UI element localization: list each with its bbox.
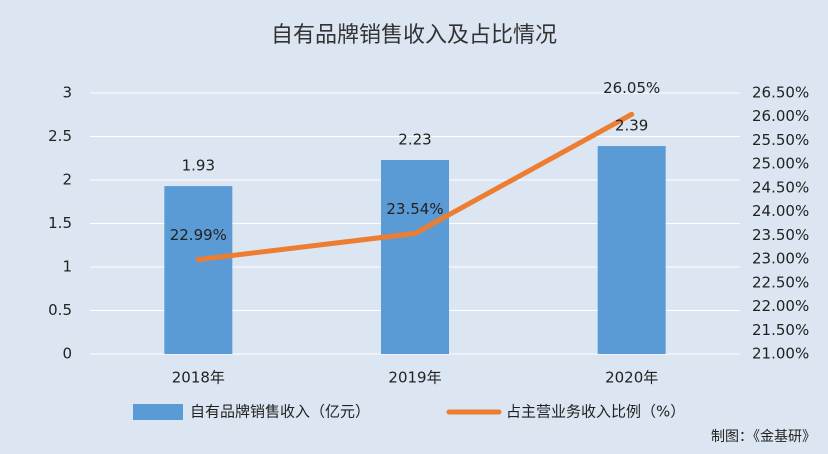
- line-data-label: 23.54%: [386, 200, 443, 218]
- bar-data-label: 1.93: [182, 157, 215, 175]
- line-data-label: 22.99%: [170, 226, 227, 244]
- bar-data-label: 2.39: [615, 117, 648, 135]
- bar: [164, 186, 233, 354]
- y-right-tick-label: 23.00%: [752, 250, 809, 268]
- x-tick-label: 2020年: [605, 369, 658, 387]
- line-point: [412, 230, 418, 236]
- y-right-tick-label: 23.50%: [752, 226, 809, 244]
- y-left-tick-label: 3: [62, 84, 72, 102]
- y-right-tick-label: 21.00%: [752, 345, 809, 363]
- y-left-tick-label: 1.5: [48, 214, 72, 232]
- y-right-tick-label: 21.50%: [752, 321, 809, 339]
- y-left-tick-label: 0.5: [48, 301, 72, 319]
- y-right-tick-label: 26.50%: [752, 84, 809, 102]
- bar: [381, 159, 449, 354]
- bar: [597, 146, 666, 354]
- legend-label-line: 占主营业务收入比例（%）: [506, 403, 685, 421]
- y-right-tick-label: 24.50%: [752, 178, 809, 196]
- y-left-tick-label: 2: [62, 171, 72, 189]
- line-point: [629, 111, 635, 117]
- y-left-tick-label: 0: [62, 345, 72, 363]
- bar-data-label: 2.23: [398, 130, 431, 148]
- y-right-tick-label: 26.00%: [752, 107, 809, 125]
- y-right-tick-label: 22.00%: [752, 297, 809, 315]
- x-tick-label: 2019年: [388, 369, 441, 387]
- y-right-tick-label: 22.50%: [752, 273, 809, 291]
- y-right-tick-label: 24.00%: [752, 202, 809, 220]
- y-right-tick-label: 25.00%: [752, 155, 809, 173]
- y-left-tick-label: 2.5: [48, 127, 72, 145]
- legend-swatch-bar: [133, 404, 183, 420]
- line-point: [195, 257, 201, 263]
- credit-text: 制图：《金基研》: [711, 429, 816, 445]
- legend-label-bar: 自有品牌销售收入（亿元）: [190, 403, 370, 421]
- chart-title: 自有品牌销售收入及占比情况: [271, 23, 557, 48]
- y-right-tick-label: 25.50%: [752, 131, 809, 149]
- x-tick-label: 2018年: [172, 369, 225, 387]
- line-data-label: 26.05%: [603, 79, 660, 97]
- y-left-tick-label: 1: [62, 258, 72, 276]
